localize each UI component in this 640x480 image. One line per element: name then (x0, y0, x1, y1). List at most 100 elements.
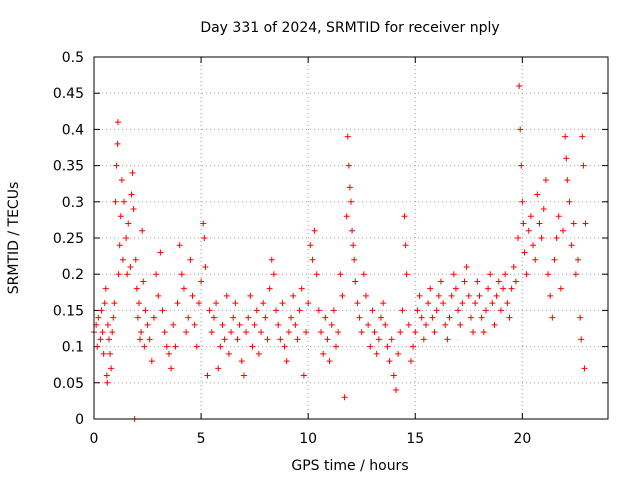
x-tick-label: 10 (299, 431, 317, 447)
data-point (335, 329, 342, 336)
data-point (273, 307, 280, 314)
y-tick-label: 0.25 (53, 231, 84, 247)
data-point (115, 271, 122, 278)
data-point (354, 300, 361, 307)
data-point (412, 329, 419, 336)
data-point (536, 220, 543, 227)
data-point (478, 314, 485, 321)
data-point (228, 329, 235, 336)
data-point (410, 343, 417, 350)
data-point (139, 227, 146, 234)
data-point (191, 321, 198, 328)
data-point (328, 321, 335, 328)
data-point (195, 300, 202, 307)
data-point (497, 307, 504, 314)
data-point (103, 372, 110, 379)
data-point (268, 256, 275, 263)
data-point (572, 271, 579, 278)
data-point (255, 350, 262, 357)
data-point (403, 271, 410, 278)
data-point (568, 242, 575, 249)
data-point (339, 292, 346, 299)
y-tick-label: 0.4 (62, 122, 84, 138)
data-point (388, 336, 395, 343)
data-point (371, 329, 378, 336)
data-point (487, 271, 494, 278)
data-point (420, 336, 427, 343)
data-point (510, 263, 517, 270)
data-point (155, 292, 162, 299)
data-point (247, 292, 254, 299)
data-point (114, 140, 121, 147)
data-point (480, 329, 487, 336)
data-point (350, 242, 357, 249)
data-point (530, 242, 537, 249)
data-point (506, 314, 513, 321)
data-point (138, 329, 145, 336)
data-point (189, 292, 196, 299)
data-point (285, 329, 292, 336)
data-point (113, 162, 120, 169)
data-point (114, 119, 121, 126)
data-point (187, 256, 194, 263)
data-point (435, 292, 442, 299)
x-tick-label: 5 (197, 431, 206, 447)
data-point (320, 350, 327, 357)
data-point (230, 314, 237, 321)
data-point (348, 198, 354, 205)
data-point (104, 321, 111, 328)
data-point (465, 292, 472, 299)
data-point (168, 365, 175, 372)
data-point (474, 278, 481, 285)
data-point (225, 350, 232, 357)
data-point (356, 314, 363, 321)
data-point (178, 271, 185, 278)
data-point (198, 278, 205, 285)
data-point (351, 256, 358, 263)
y-tick-label: 0.45 (53, 86, 84, 102)
data-point (288, 314, 295, 321)
data-point (563, 155, 570, 162)
data-point (264, 336, 271, 343)
data-point (461, 278, 468, 285)
data-point (283, 358, 290, 365)
data-point (540, 206, 547, 213)
data-point (110, 314, 117, 321)
data-point (311, 227, 318, 234)
y-tick-label: 0 (75, 412, 84, 428)
data-point (185, 314, 192, 321)
plot-frame (93, 56, 609, 420)
data-point (360, 271, 367, 278)
data-point (97, 336, 104, 343)
data-point (180, 285, 187, 292)
data-point (128, 191, 135, 198)
data-point (566, 198, 573, 205)
data-point (502, 271, 509, 278)
data-point (518, 162, 525, 169)
data-point (418, 314, 425, 321)
data-point (105, 336, 112, 343)
data-point (172, 343, 179, 350)
data-point (512, 278, 519, 285)
data-point (215, 365, 222, 372)
data-point (442, 321, 449, 328)
data-point (369, 307, 376, 314)
data-point (238, 358, 245, 365)
data-point (491, 321, 498, 328)
y-tick-label: 0.5 (62, 50, 84, 66)
data-point (452, 285, 459, 292)
data-point (337, 271, 344, 278)
data-point (440, 300, 447, 307)
data-point (318, 329, 325, 336)
data-point (111, 300, 118, 307)
data-point (148, 358, 155, 365)
data-point (219, 321, 226, 328)
data-point (401, 213, 408, 220)
data-point (243, 329, 250, 336)
data-point (580, 162, 587, 169)
data-point (296, 307, 303, 314)
data-point (545, 271, 552, 278)
data-point (397, 329, 404, 336)
data-point (298, 285, 305, 292)
data-point (520, 220, 527, 227)
